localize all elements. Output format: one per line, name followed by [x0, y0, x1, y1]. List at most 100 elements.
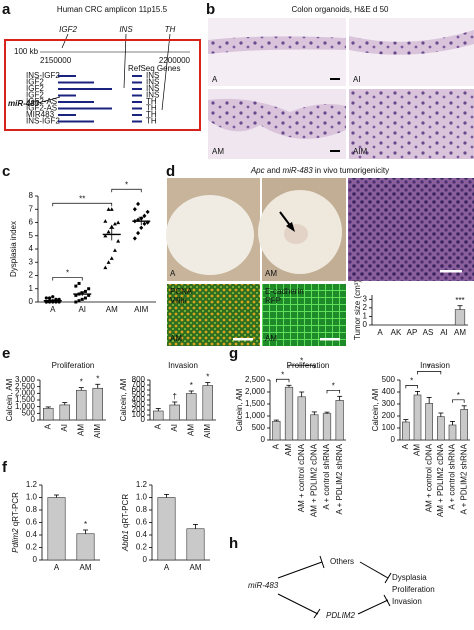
stain-label: Villin — [170, 296, 187, 305]
x-tick-label: A + control shRNA — [448, 443, 457, 509]
diagram-node: Others — [330, 557, 354, 566]
y-tick-label: 3 — [29, 257, 34, 266]
point — [109, 256, 114, 260]
point — [80, 297, 84, 301]
y-tick-label: 6 — [29, 218, 34, 227]
significance-bracket — [326, 389, 341, 394]
significance-bracket — [288, 364, 315, 369]
diagram-node: Invasion — [392, 597, 422, 606]
point — [109, 207, 114, 211]
y-tick-label: 0 — [31, 415, 36, 424]
title-part: Apc — [250, 166, 265, 175]
significance: * — [281, 370, 284, 379]
y-axis-label: Calcein, AM — [5, 378, 14, 421]
pointer — [37, 96, 61, 104]
bar — [448, 424, 457, 441]
bar — [284, 386, 294, 441]
y-tick-label: 0.4 — [136, 530, 148, 539]
y-tick-label: 1.2 — [26, 480, 38, 489]
x-tick-label: AK — [391, 328, 402, 337]
diagram-node: Proliferation — [392, 585, 435, 594]
pointer — [123, 33, 127, 89]
image-label: AM — [170, 334, 182, 343]
point — [116, 220, 121, 225]
x-tick-label: AI — [440, 328, 448, 337]
panel-b-title: Colon organoids, H&E d 50 — [292, 5, 390, 14]
bar — [310, 414, 319, 441]
y-tick-label: 100 — [382, 423, 396, 432]
y-tick-label: 1 — [363, 312, 368, 321]
tumor — [284, 224, 308, 244]
point — [103, 265, 108, 270]
y-axis-label-text: Tumor size (cm³) — [353, 280, 362, 340]
point — [87, 287, 91, 291]
y-tick-label: 0.8 — [136, 505, 148, 514]
y-axis-label: Calcein, AM — [371, 388, 380, 431]
transcript-label: TH — [146, 97, 157, 106]
y-tick-label: 300 — [132, 400, 146, 409]
point — [145, 220, 150, 225]
y-axis-label: Dysplasia index — [9, 221, 18, 277]
significance: * — [428, 363, 431, 372]
y-tick-label: 0.2 — [136, 543, 148, 552]
point — [116, 239, 121, 243]
mirna-label: miR-483 — [8, 99, 40, 108]
y-axis-label-text: Calcein, AM — [5, 378, 14, 421]
x-tick-label: AI — [170, 424, 179, 432]
point — [132, 207, 137, 212]
x-tick-label: AM + control cDNA — [424, 443, 433, 512]
point — [103, 219, 108, 223]
bar — [186, 528, 205, 561]
significance-bracket — [52, 277, 83, 281]
point — [74, 293, 78, 297]
x-tick-label: AM + PDLIM2 cDNA — [309, 443, 318, 517]
y-tick-label: 2 — [29, 271, 34, 280]
y-tick-label: 500 — [252, 423, 266, 432]
y-axis-label: Abtb1 qRT-PCR — [121, 494, 130, 552]
tissue — [208, 36, 346, 54]
y-tick-label: 0 — [33, 555, 38, 564]
x-tick-label: AM — [284, 444, 293, 456]
diagram-node: PDLIM2 — [326, 611, 355, 620]
y-axis-label: Tumor size (cm³) — [353, 280, 362, 340]
x-tick-label: AS — [423, 328, 434, 337]
transcript-label: TH — [146, 104, 157, 113]
bar — [76, 533, 95, 561]
point — [74, 300, 78, 304]
transcript-label: TH — [146, 117, 157, 126]
x-tick-label: A — [43, 423, 52, 429]
significance: * — [80, 378, 83, 387]
x-tick-label: AIM — [134, 305, 149, 314]
transcript-label: IGF2 — [26, 84, 44, 93]
panel-label: g — [229, 345, 238, 362]
if-image — [262, 284, 346, 346]
y-tick-label: 0.6 — [136, 518, 148, 527]
y-tick-label: 2,000 — [245, 387, 266, 396]
x-tick-label: AM — [190, 563, 202, 572]
significance: † — [173, 392, 177, 401]
y-tick-label: 0.4 — [26, 530, 38, 539]
bar — [413, 394, 422, 441]
scale-bar — [233, 338, 253, 341]
stain-label: RFP — [265, 296, 281, 305]
image-label: AM — [265, 334, 277, 343]
y-tick-label: 1.2 — [136, 480, 148, 489]
significance: * — [66, 269, 69, 278]
coord: 2150000 — [40, 56, 72, 65]
transcript-label: TH — [146, 110, 157, 119]
transcript-label: INS — [146, 84, 159, 93]
x-tick-label: AM — [186, 424, 195, 436]
scale-label: 100 kb — [14, 47, 39, 56]
mouse — [166, 195, 254, 275]
bar — [272, 420, 281, 441]
y-tick-label: 0 — [363, 320, 368, 329]
y-tick-label: 1 — [29, 284, 34, 293]
x-tick-label: A — [153, 423, 162, 429]
significance-bracket — [111, 188, 142, 193]
y-tick-label: 500 — [22, 408, 36, 417]
chart-title: Proliferation — [52, 361, 95, 370]
diagram-node: Dysplasia — [392, 573, 427, 582]
stain-label: PCNA — [170, 287, 193, 296]
bar — [42, 407, 54, 421]
